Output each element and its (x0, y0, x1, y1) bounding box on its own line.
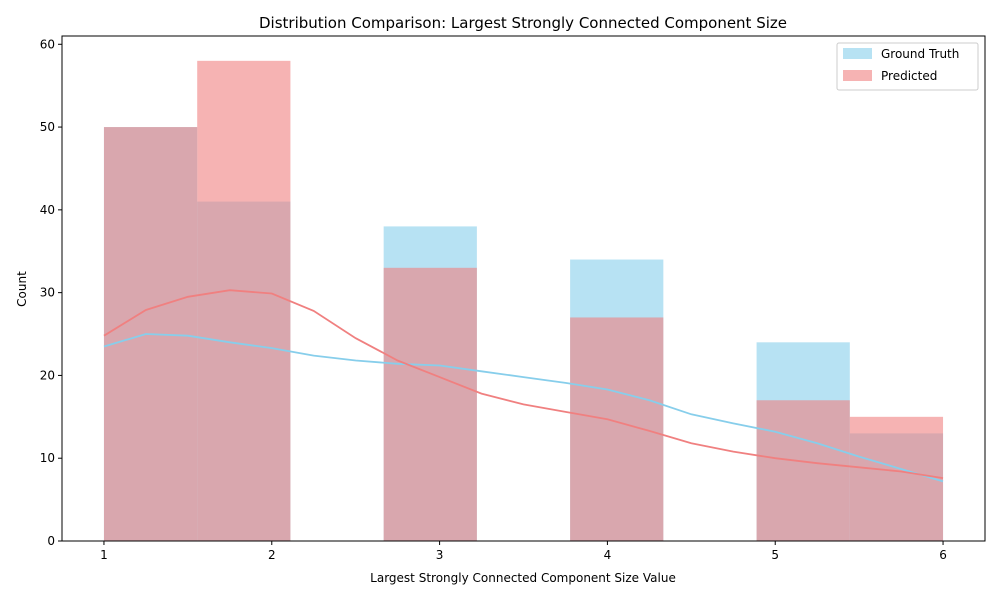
x-tick-label: 1 (100, 548, 108, 562)
y-axis-label: Count (15, 271, 29, 307)
y-tick-label: 20 (40, 368, 55, 382)
bars-layer (103, 60, 944, 542)
x-tick-label: 5 (771, 548, 779, 562)
kde-line-ground-truth (103, 333, 944, 483)
legend-swatch-predicted (843, 70, 872, 81)
bar-predicted-bin-6 (570, 317, 664, 541)
y-tick-label: 30 (40, 286, 55, 300)
legend-swatch-ground-truth (843, 48, 872, 59)
chart-title: Distribution Comparison: Largest Strongl… (259, 14, 787, 32)
y-tick-label: 50 (40, 120, 55, 134)
y-tick-label: 40 (40, 203, 55, 217)
y-axis-ticks: 0 10 20 30 40 50 60 (40, 37, 62, 548)
x-tick-label: 6 (939, 548, 947, 562)
x-axis-label: Largest Strongly Connected Component Siz… (370, 571, 676, 585)
plot-frame (61, 35, 986, 542)
legend-box (836, 42, 979, 91)
legend-label-predicted: Predicted (881, 69, 937, 83)
kde-layer (103, 289, 944, 483)
x-tick-label: 2 (268, 548, 276, 562)
bar-predicted-bin-4 (383, 267, 477, 541)
bar-predicted-bin-8 (756, 400, 850, 541)
x-tick-label: 4 (604, 548, 612, 562)
bar-predicted-bin-9 (849, 416, 944, 541)
bar-predicted-bin-2 (197, 60, 291, 542)
x-tick-label: 3 (436, 548, 444, 562)
kde-line-predicted (103, 289, 944, 479)
y-tick-label: 60 (40, 37, 55, 51)
y-tick-label: 10 (40, 451, 55, 465)
x-axis-ticks: 1 2 3 4 5 6 (100, 541, 947, 562)
legend-label-ground-truth: Ground Truth (881, 47, 959, 61)
y-tick-label: 0 (47, 534, 55, 548)
legend: Ground Truth Predicted (836, 42, 979, 91)
